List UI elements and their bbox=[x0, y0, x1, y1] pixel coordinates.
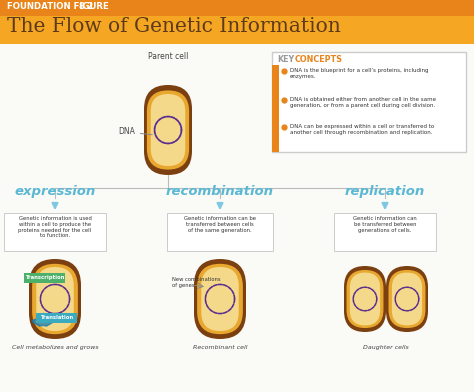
Polygon shape bbox=[33, 314, 54, 326]
Bar bbox=[0, 16, 474, 44]
Bar bbox=[0, 44, 474, 392]
FancyBboxPatch shape bbox=[389, 270, 426, 328]
FancyBboxPatch shape bbox=[144, 85, 192, 175]
FancyBboxPatch shape bbox=[272, 52, 466, 152]
Text: New combinations
of genes: New combinations of genes bbox=[172, 277, 220, 288]
Text: DNA: DNA bbox=[118, 127, 152, 136]
Text: Transcription: Transcription bbox=[25, 275, 64, 280]
Text: Genetic information is used
within a cell to produce the
proteins needed for the: Genetic information is used within a cel… bbox=[18, 216, 91, 238]
FancyBboxPatch shape bbox=[197, 264, 243, 334]
Text: Daughter cells: Daughter cells bbox=[363, 345, 409, 350]
Bar bbox=[272, 66, 278, 152]
Text: Parent cell: Parent cell bbox=[148, 52, 188, 61]
Text: CONCEPTS: CONCEPTS bbox=[295, 55, 343, 64]
Text: Cell metabolizes and grows: Cell metabolizes and grows bbox=[12, 345, 98, 350]
Text: Translation: Translation bbox=[40, 315, 73, 320]
Text: Recombinant cell: Recombinant cell bbox=[193, 345, 247, 350]
FancyBboxPatch shape bbox=[194, 259, 246, 339]
FancyBboxPatch shape bbox=[36, 267, 74, 331]
FancyBboxPatch shape bbox=[25, 272, 65, 283]
Bar bbox=[272, 65, 279, 152]
Text: DNA is obtained either from another cell in the same
generation, or from a paren: DNA is obtained either from another cell… bbox=[290, 97, 436, 108]
Text: The Flow of Genetic Information: The Flow of Genetic Information bbox=[7, 17, 341, 36]
FancyBboxPatch shape bbox=[32, 264, 78, 334]
Text: FOUNDATION FIGURE: FOUNDATION FIGURE bbox=[7, 2, 112, 11]
FancyBboxPatch shape bbox=[346, 270, 383, 328]
FancyBboxPatch shape bbox=[147, 91, 189, 170]
Text: expression: expression bbox=[14, 185, 96, 198]
Text: Genetic information can
be transferred between
generations of cells.: Genetic information can be transferred b… bbox=[353, 216, 417, 232]
FancyBboxPatch shape bbox=[167, 213, 273, 251]
FancyBboxPatch shape bbox=[344, 266, 386, 332]
Text: Genetic information can be
transferred between cells
of the same generation.: Genetic information can be transferred b… bbox=[184, 216, 256, 232]
Text: recombination: recombination bbox=[166, 185, 274, 198]
FancyBboxPatch shape bbox=[4, 213, 106, 251]
FancyBboxPatch shape bbox=[350, 272, 380, 325]
FancyBboxPatch shape bbox=[334, 213, 436, 251]
Text: 8.2: 8.2 bbox=[79, 2, 94, 11]
Text: KEY: KEY bbox=[277, 55, 294, 64]
FancyBboxPatch shape bbox=[151, 94, 185, 166]
FancyBboxPatch shape bbox=[386, 266, 428, 332]
Text: DNA is the blueprint for a cell’s proteins, including
enzymes.: DNA is the blueprint for a cell’s protei… bbox=[290, 68, 428, 79]
FancyBboxPatch shape bbox=[29, 259, 81, 339]
FancyBboxPatch shape bbox=[201, 267, 239, 331]
Text: replication: replication bbox=[345, 185, 425, 198]
FancyBboxPatch shape bbox=[36, 312, 78, 323]
FancyBboxPatch shape bbox=[392, 272, 422, 325]
Bar bbox=[0, 0, 474, 16]
Text: DNA can be expressed within a cell or transferred to
another cell through recomb: DNA can be expressed within a cell or tr… bbox=[290, 124, 434, 135]
